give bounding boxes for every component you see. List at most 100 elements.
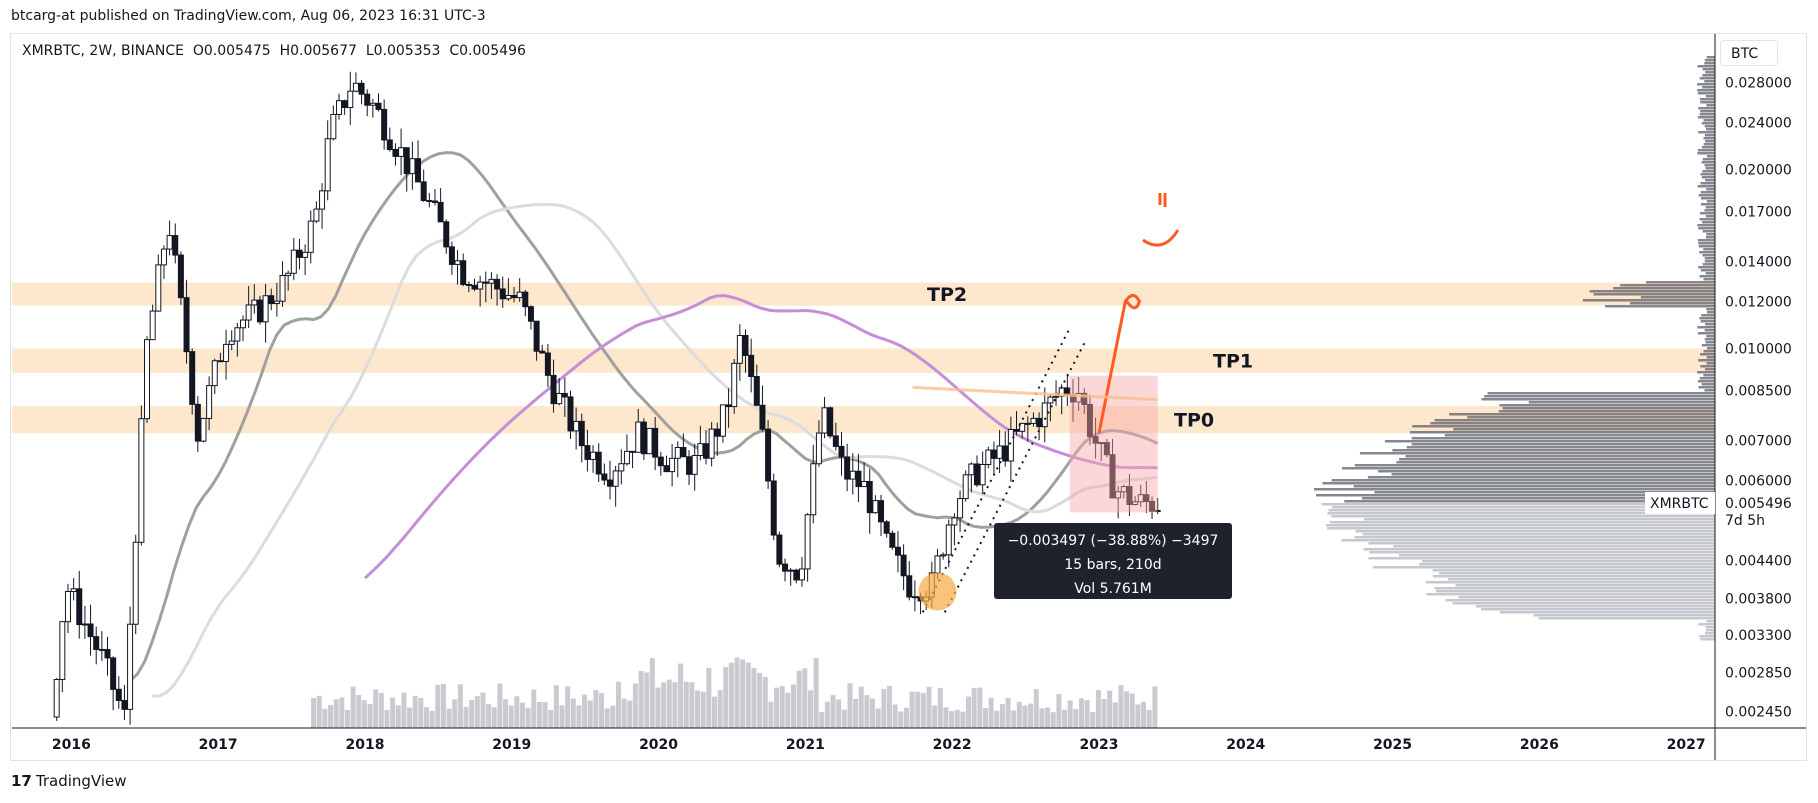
candle-body xyxy=(663,465,670,473)
profile-row xyxy=(1362,533,1715,536)
currency-button[interactable]: BTC xyxy=(1720,40,1778,66)
volume-bar xyxy=(361,700,367,728)
profile-row xyxy=(1701,161,1715,164)
volume-bar xyxy=(723,666,729,728)
volume-bar xyxy=(339,697,345,728)
volume-bar xyxy=(836,699,842,728)
candle-body xyxy=(623,450,630,465)
candle-body xyxy=(358,82,365,95)
candle-body xyxy=(522,291,529,308)
ohlc-open: O0.005475 xyxy=(192,43,271,59)
chart-pane[interactable] xyxy=(10,33,1807,761)
candle-body xyxy=(279,274,286,302)
profile-row xyxy=(1705,272,1715,275)
profile-row xyxy=(1697,371,1715,374)
candle-body xyxy=(550,374,557,405)
candle-body xyxy=(132,541,139,625)
volume-bar xyxy=(971,687,977,728)
candle-body xyxy=(256,299,263,323)
volume-bar xyxy=(1005,697,1011,728)
candle-body xyxy=(98,648,105,651)
candle-body xyxy=(448,246,455,265)
profile-row xyxy=(1396,461,1715,464)
profile-row xyxy=(1697,185,1715,188)
profile-row xyxy=(1354,536,1715,539)
volume-bar xyxy=(841,709,847,728)
profile-row xyxy=(1399,458,1715,461)
candle-body xyxy=(640,421,647,455)
profile-row xyxy=(1697,116,1715,119)
candle-body xyxy=(945,524,952,556)
volume-bar xyxy=(779,686,785,728)
candle-body xyxy=(245,304,252,321)
candle-body xyxy=(166,235,173,250)
profile-row xyxy=(1705,140,1715,143)
profile-row xyxy=(1705,323,1715,326)
candle-body xyxy=(403,147,410,175)
volume-bar xyxy=(328,705,334,728)
tradingview-logo-icon: 17 xyxy=(11,772,32,790)
last-price-tag xyxy=(1645,492,1715,515)
profile-row xyxy=(1700,101,1715,104)
profile-row xyxy=(1701,344,1715,347)
profile-row xyxy=(1704,62,1715,65)
candle-body xyxy=(1115,491,1122,499)
candle-body xyxy=(381,108,388,141)
profile-row xyxy=(1426,593,1715,596)
volume-bar xyxy=(666,679,672,728)
candle-body xyxy=(499,288,506,300)
candle-body xyxy=(505,295,512,300)
candle-body xyxy=(398,147,405,157)
profile-row xyxy=(1704,125,1715,128)
profile-row xyxy=(1421,560,1715,563)
profile-row xyxy=(1605,305,1715,308)
profile-row xyxy=(1704,164,1715,167)
profile-row xyxy=(1703,374,1715,377)
candle-body xyxy=(708,428,715,459)
candle-body xyxy=(138,418,145,543)
volume-bar xyxy=(1124,691,1130,728)
volume-bar xyxy=(1135,704,1141,728)
candle-body xyxy=(465,283,472,286)
candle-body xyxy=(940,554,947,557)
profile-row xyxy=(1701,314,1715,317)
candle-body xyxy=(911,596,918,599)
volume-bar xyxy=(1016,701,1022,728)
volume-bar xyxy=(1073,709,1079,728)
profile-row xyxy=(1706,308,1715,311)
profile-row xyxy=(1702,158,1715,161)
candle-body xyxy=(1143,494,1150,502)
candle-body xyxy=(702,443,709,459)
candle-body xyxy=(680,447,687,458)
candle-body xyxy=(268,295,275,305)
candle-body xyxy=(194,403,201,442)
profile-row xyxy=(1700,212,1715,215)
candle-body xyxy=(646,427,653,455)
volume-bar xyxy=(1045,707,1051,728)
profile-row xyxy=(1344,500,1715,503)
candle-body xyxy=(996,445,1003,459)
candle-body xyxy=(776,534,783,565)
candle-body xyxy=(567,396,574,432)
candle-body xyxy=(211,360,218,387)
profile-row xyxy=(1697,149,1715,152)
profile-row xyxy=(1329,521,1715,524)
candle-body xyxy=(341,100,348,108)
volume-bar xyxy=(333,699,339,728)
candle-body xyxy=(872,500,879,514)
candle-body xyxy=(906,575,913,598)
profile-row xyxy=(1701,146,1715,149)
volume-bar xyxy=(649,658,655,728)
candle-body xyxy=(618,463,625,472)
candle-body xyxy=(838,445,845,458)
candle-body xyxy=(1041,402,1048,428)
zone-tp2 xyxy=(12,282,1715,306)
candle-body xyxy=(629,450,636,453)
profile-row xyxy=(1697,224,1715,227)
volume-bar xyxy=(565,686,571,728)
profile-row xyxy=(1705,95,1715,98)
profile-row xyxy=(1411,437,1715,440)
tradingview-brand[interactable]: 17 TradingView xyxy=(11,772,127,790)
measure-tooltip-line3: Vol 5.761M xyxy=(1074,581,1152,597)
